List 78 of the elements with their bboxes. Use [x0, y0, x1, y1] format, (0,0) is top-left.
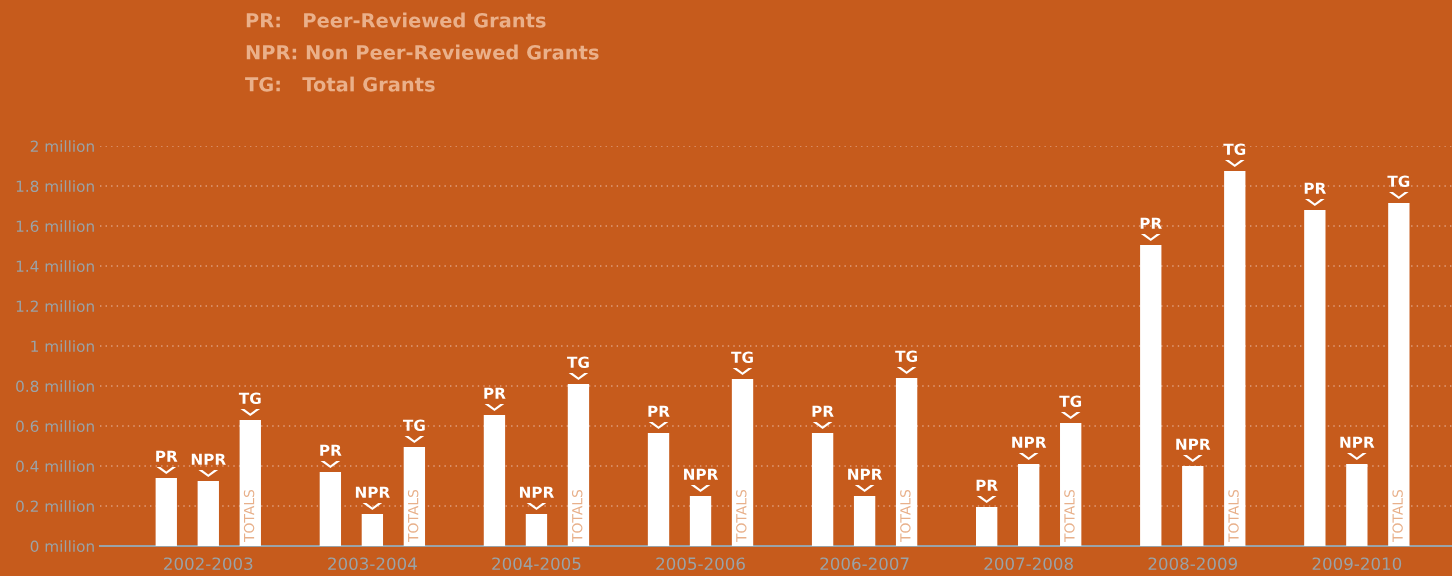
text: PR	[320, 444, 342, 456]
text: TG	[402, 419, 425, 432]
bar	[689, 496, 712, 546]
x-tick-label: 2009-2010	[1312, 557, 1402, 571]
x-tick-label: 2004-2005	[492, 557, 581, 571]
text: PR	[1304, 182, 1327, 194]
text: TG	[567, 356, 589, 369]
bar	[155, 478, 177, 546]
annotation: TOTALS	[1392, 489, 1403, 543]
bar	[239, 420, 261, 546]
text: PR	[976, 479, 998, 491]
text: PR	[484, 387, 506, 399]
bar	[1304, 210, 1326, 546]
annotation: TOTALS	[243, 489, 255, 543]
y-tick-label: 1 million	[31, 340, 94, 353]
text: TG	[1387, 175, 1410, 188]
bar	[403, 447, 426, 546]
bar	[1060, 423, 1082, 546]
bar	[1388, 203, 1410, 546]
y-tick-label: 1.4 million	[16, 260, 94, 273]
bar	[1182, 466, 1204, 546]
bar	[1346, 464, 1368, 546]
bar	[567, 384, 590, 546]
x-tick-label: 2006-2007	[820, 557, 909, 571]
text: TG	[895, 350, 917, 363]
annotation: TOTALS	[571, 489, 583, 543]
y-tick-label: 1.6 million	[16, 220, 94, 233]
series-label: TG	[238, 392, 261, 405]
bar	[361, 514, 384, 546]
text: NPR	[1176, 438, 1211, 450]
text: NPR	[684, 468, 719, 480]
annotation: TOTALS	[1064, 489, 1075, 543]
x-tick-label: 2005-2006	[656, 557, 745, 571]
series-label: NPR	[519, 486, 555, 498]
text: NPR	[191, 453, 226, 465]
text: TG: Total Grants	[245, 76, 435, 92]
y-tick-label: 0.2 million	[16, 500, 94, 513]
bar	[853, 496, 876, 546]
annotation: TOTALS	[407, 489, 419, 543]
annotation: TOTALS	[736, 489, 747, 543]
bar	[976, 507, 998, 546]
bar	[895, 378, 918, 546]
bar	[483, 415, 506, 546]
text: PR	[1140, 217, 1162, 229]
text: NPR	[355, 486, 390, 498]
text: NPR	[1012, 436, 1047, 448]
bar	[647, 433, 670, 546]
text: TG	[731, 351, 753, 364]
x-tick-label: 2002-2003	[164, 557, 253, 571]
text: NPR	[1340, 436, 1375, 448]
bar	[1140, 245, 1162, 546]
x-tick-label: 2008-2009	[1148, 557, 1238, 571]
text: TG	[1059, 395, 1082, 408]
y-tick-label: 1.8 million	[16, 180, 94, 193]
y-tick-label: 0.4 million	[16, 460, 94, 473]
text: PR: Peer-Reviewed Grants	[246, 12, 546, 28]
annotation: TOTALS	[1228, 489, 1239, 543]
annotation: TOTALS	[900, 489, 911, 543]
text: PR	[812, 405, 834, 417]
text: PR	[648, 405, 670, 417]
bar	[319, 472, 342, 546]
y-tick-label: 1.2 million	[16, 300, 94, 313]
text: NPR: Non Peer-Reviewed Grants	[246, 44, 599, 60]
series-label: PR	[156, 450, 178, 462]
bar	[731, 379, 754, 546]
text: TG	[1223, 143, 1246, 156]
y-tick-label: 0.6 million	[16, 420, 94, 433]
x-tick-label: 2003-2004	[328, 557, 417, 571]
bar	[1224, 171, 1246, 546]
y-tick-label: 0.8 million	[16, 380, 94, 393]
y-tick-label: 2 million	[30, 140, 94, 153]
bar	[525, 514, 548, 546]
bar	[811, 433, 834, 546]
x-tick-label: 2007-2008	[984, 557, 1073, 571]
bar	[197, 481, 219, 546]
text: NPR	[848, 468, 883, 480]
y-tick-label: 0 million	[30, 540, 94, 553]
bar	[1018, 464, 1040, 546]
